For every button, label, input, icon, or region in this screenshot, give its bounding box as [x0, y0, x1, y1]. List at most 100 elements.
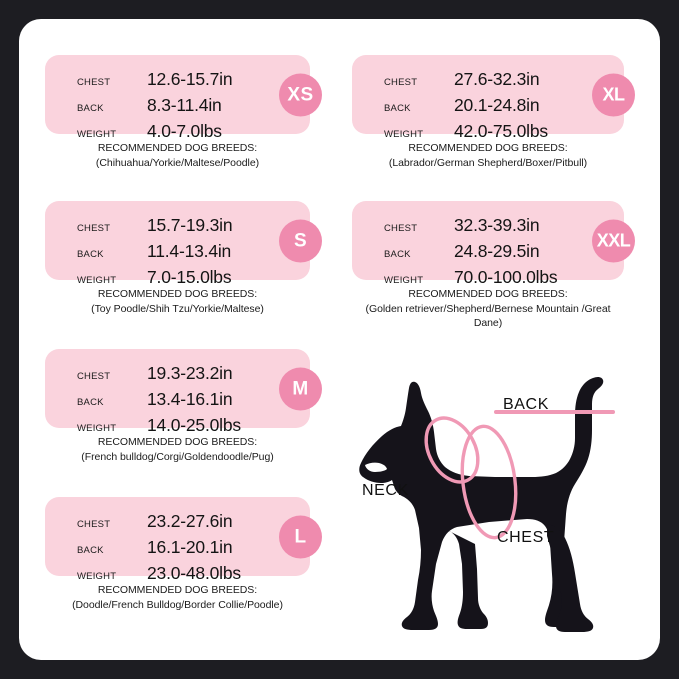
- size-card-xxl: CHEST 32.3-39.3in BACK 24.8-29.5in WEIGH…: [352, 201, 635, 331]
- spec-label-chest: CHEST: [77, 519, 111, 530]
- spec-row-weight: WEIGHT 42.0-75.0lbs: [352, 119, 624, 145]
- spec-label-back: BACK: [77, 249, 104, 260]
- spec-value-chest: 27.6-32.3in: [454, 69, 540, 89]
- breeds-block: RECOMMENDED DOG BREEDS: (Labrador/German…: [352, 141, 624, 170]
- spec-row-chest: CHEST 27.6-32.3in: [352, 67, 624, 93]
- size-badge-label: M: [292, 378, 309, 399]
- spec-label-chest: CHEST: [77, 223, 111, 234]
- size-card-xl: CHEST 27.6-32.3in BACK 20.1-24.8in WEIGH…: [352, 55, 635, 170]
- size-card-body: CHEST 12.6-15.7in BACK 8.3-11.4in WEIGHT…: [45, 55, 322, 141]
- spec-value-back: 13.4-16.1in: [147, 389, 233, 409]
- size-badge-label: S: [293, 230, 308, 251]
- spec-label-weight: WEIGHT: [77, 129, 117, 140]
- spec-label-chest: CHEST: [384, 223, 418, 234]
- spec-label-chest: CHEST: [384, 77, 418, 88]
- spec-row-chest: CHEST 23.2-27.6in: [45, 509, 310, 535]
- spec-label-weight: WEIGHT: [384, 129, 424, 140]
- spec-value-chest: 15.7-19.3in: [147, 215, 233, 235]
- spec-label-weight: WEIGHT: [77, 571, 117, 582]
- spec-label-weight: WEIGHT: [77, 275, 117, 286]
- size-badge-s: S: [279, 219, 322, 262]
- chest-measure-loop: [460, 424, 518, 540]
- size-badge-label: L: [294, 526, 307, 547]
- spec-row-weight: WEIGHT 70.0-100.0lbs: [352, 265, 624, 291]
- spec-table: CHEST 12.6-15.7in BACK 8.3-11.4in WEIGHT…: [45, 67, 310, 145]
- breeds-block: RECOMMENDED DOG BREEDS: (Golden retrieve…: [352, 287, 624, 331]
- spec-value-weight: 7.0-15.0lbs: [147, 267, 232, 287]
- spec-label-back: BACK: [384, 103, 411, 114]
- breeds-heading: RECOMMENDED DOG BREEDS:: [408, 142, 568, 154]
- spec-label-chest: CHEST: [77, 77, 111, 88]
- spec-value-weight: 14.0-25.0lbs: [147, 415, 241, 435]
- spec-value-chest: 23.2-27.6in: [147, 511, 233, 531]
- spec-row-weight: WEIGHT 4.0-7.0lbs: [45, 119, 310, 145]
- spec-value-back: 20.1-24.8in: [454, 95, 540, 115]
- breeds-heading: RECOMMENDED DOG BREEDS:: [97, 288, 258, 300]
- size-card-l: CHEST 23.2-27.6in BACK 16.1-20.1in WEIGH…: [45, 497, 322, 612]
- breeds-heading: RECOMMENDED DOG BREEDS:: [408, 288, 568, 300]
- spec-row-weight: WEIGHT 7.0-15.0lbs: [45, 265, 310, 291]
- spec-value-weight: 70.0-100.0lbs: [454, 267, 558, 287]
- spec-row-back: BACK 16.1-20.1in: [45, 535, 310, 561]
- breeds-heading: RECOMMENDED DOG BREEDS:: [97, 436, 258, 448]
- spec-label-back: BACK: [77, 545, 104, 556]
- size-badge-label: XS: [287, 84, 314, 105]
- spec-value-back: 8.3-11.4in: [147, 95, 222, 115]
- spec-table: CHEST 15.7-19.3in BACK 11.4-13.4in WEIGH…: [45, 213, 310, 291]
- dog-silhouette-icon: [359, 376, 615, 632]
- spec-value-chest: 32.3-39.3in: [454, 215, 540, 235]
- breeds-block: RECOMMENDED DOG BREEDS: (French bulldog/…: [45, 435, 310, 464]
- breeds-heading: RECOMMENDED DOG BREEDS:: [97, 584, 258, 596]
- spec-row-chest: CHEST 19.3-23.2in: [45, 361, 310, 387]
- size-badge-label: XL: [602, 84, 625, 105]
- spec-table: CHEST 27.6-32.3in BACK 20.1-24.8in WEIGH…: [352, 67, 624, 145]
- breeds-list: (Chihuahua/Yorkie/Maltese/Poodle): [95, 156, 260, 169]
- breeds-heading: RECOMMENDED DOG BREEDS:: [97, 142, 258, 154]
- spec-row-chest: CHEST 12.6-15.7in: [45, 67, 310, 93]
- diagram-label-neck: NECK: [362, 482, 409, 499]
- spec-row-weight: WEIGHT 14.0-25.0lbs: [45, 413, 310, 439]
- breeds-list: (Doodle/French Bulldog/Border Collie/Poo…: [72, 598, 283, 611]
- spec-value-chest: 19.3-23.2in: [147, 363, 233, 383]
- spec-row-back: BACK 8.3-11.4in: [45, 93, 310, 119]
- spec-label-back: BACK: [77, 397, 104, 408]
- size-card-body: CHEST 27.6-32.3in BACK 20.1-24.8in WEIGH…: [352, 55, 635, 141]
- size-card-s: CHEST 15.7-19.3in BACK 11.4-13.4in WEIGH…: [45, 201, 322, 316]
- breeds-block: RECOMMENDED DOG BREEDS: (Toy Poodle/Shih…: [45, 287, 310, 316]
- spec-row-back: BACK 11.4-13.4in: [45, 239, 310, 265]
- spec-row-chest: CHEST 15.7-19.3in: [45, 213, 310, 239]
- spec-value-chest: 12.6-15.7in: [147, 69, 233, 89]
- spec-label-back: BACK: [384, 249, 411, 260]
- size-badge-xxl: XXL: [592, 219, 635, 262]
- neck-measure-loop: [424, 416, 480, 484]
- breeds-list: (Golden retriever/Shepherd/Bernese Mount…: [365, 302, 611, 330]
- diagram-label-chest: CHEST: [497, 529, 555, 546]
- spec-row-weight: WEIGHT 23.0-48.0lbs: [45, 561, 310, 587]
- size-card-body: CHEST 19.3-23.2in BACK 13.4-16.1in WEIGH…: [45, 349, 322, 435]
- size-badge-xl: XL: [592, 73, 635, 116]
- spec-value-weight: 42.0-75.0lbs: [454, 121, 548, 141]
- size-card-body: CHEST 32.3-39.3in BACK 24.8-29.5in WEIGH…: [352, 201, 635, 287]
- spec-row-back: BACK 24.8-29.5in: [352, 239, 624, 265]
- spec-label-weight: WEIGHT: [384, 275, 424, 286]
- breeds-list: (Labrador/German Shepherd/Boxer/Pitbull): [388, 156, 588, 169]
- spec-label-chest: CHEST: [77, 371, 111, 382]
- breeds-list: (Toy Poodle/Shih Tzu/Yorkie/Maltese): [91, 302, 264, 315]
- size-badge-m: M: [279, 367, 322, 410]
- spec-row-back: BACK 13.4-16.1in: [45, 387, 310, 413]
- spec-value-weight: 23.0-48.0lbs: [147, 563, 241, 583]
- breeds-block: RECOMMENDED DOG BREEDS: (Chihuahua/Yorki…: [45, 141, 310, 170]
- size-card-m: CHEST 19.3-23.2in BACK 13.4-16.1in WEIGH…: [45, 349, 322, 464]
- spec-label-back: BACK: [77, 103, 104, 114]
- size-card-body: CHEST 15.7-19.3in BACK 11.4-13.4in WEIGH…: [45, 201, 322, 287]
- breeds-block: RECOMMENDED DOG BREEDS: (Doodle/French B…: [45, 583, 310, 612]
- chart-panel: CHEST 12.6-15.7in BACK 8.3-11.4in WEIGHT…: [19, 19, 660, 660]
- size-card-body: CHEST 23.2-27.6in BACK 16.1-20.1in WEIGH…: [45, 497, 322, 583]
- size-badge-label: XXL: [596, 230, 631, 251]
- size-badge-l: L: [279, 515, 322, 558]
- spec-row-chest: CHEST 32.3-39.3in: [352, 213, 624, 239]
- dog-measurement-diagram: BACK NECK CHEST: [349, 364, 649, 636]
- spec-table: CHEST 19.3-23.2in BACK 13.4-16.1in WEIGH…: [45, 361, 310, 439]
- breeds-list: (French bulldog/Corgi/Goldendoodle/Pug): [81, 450, 274, 463]
